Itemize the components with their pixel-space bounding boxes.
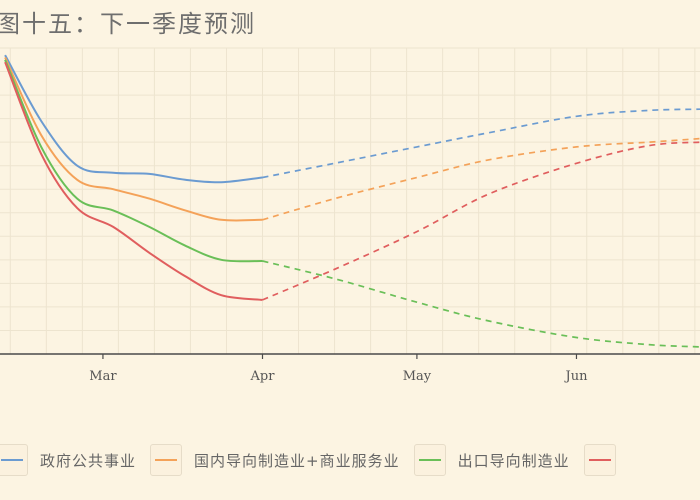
line-chart: Mar Apr May Jun: [0, 47, 700, 384]
legend-label: 国内导向制造业+商业服务业: [194, 451, 400, 470]
legend-swatch-box: [0, 444, 28, 476]
legend-swatch-box: [583, 444, 616, 476]
series-line-forecast-0: [262, 108, 700, 179]
series-line-actual-2: [4, 59, 263, 263]
legend-item[interactable]: 政府公共事业: [0, 444, 136, 476]
legend-item[interactable]: 国内导向制造业+商业服务业: [150, 444, 400, 476]
legend: 政府公共事业 国内导向制造业+商业服务业 出口导向制造业: [0, 440, 642, 480]
legend-swatch: [1, 459, 23, 461]
series-line-forecast-1: [262, 137, 700, 221]
series-line-actual-0: [4, 54, 263, 184]
legend-swatch: [418, 459, 441, 461]
series-line-forecast-3: [262, 141, 700, 301]
series-line-actual-3: [4, 61, 263, 301]
series-line-actual-1: [4, 56, 263, 222]
legend-label: 出口导向制造业: [457, 451, 570, 470]
series-line-forecast-2: [262, 260, 700, 348]
x-tick-label: Mar: [89, 369, 117, 384]
legend-swatch: [588, 459, 611, 461]
x-tick-label: May: [403, 369, 432, 384]
legend-item[interactable]: 出口导向制造业: [413, 444, 570, 476]
x-tick-label: Jun: [563, 369, 588, 384]
legend-swatch-box: [150, 444, 183, 476]
x-axis-ticks: Mar Apr May Jun: [89, 354, 588, 384]
legend-item[interactable]: [583, 444, 628, 476]
legend-swatch-box: [413, 444, 446, 476]
legend-label: 政府公共事业: [40, 451, 137, 470]
chart-title: 图十五：下一季度预测: [0, 10, 256, 38]
x-tick-label: Apr: [250, 369, 276, 384]
grid-lines: [0, 47, 700, 354]
series-lines: [4, 54, 700, 348]
legend-swatch: [155, 459, 178, 461]
